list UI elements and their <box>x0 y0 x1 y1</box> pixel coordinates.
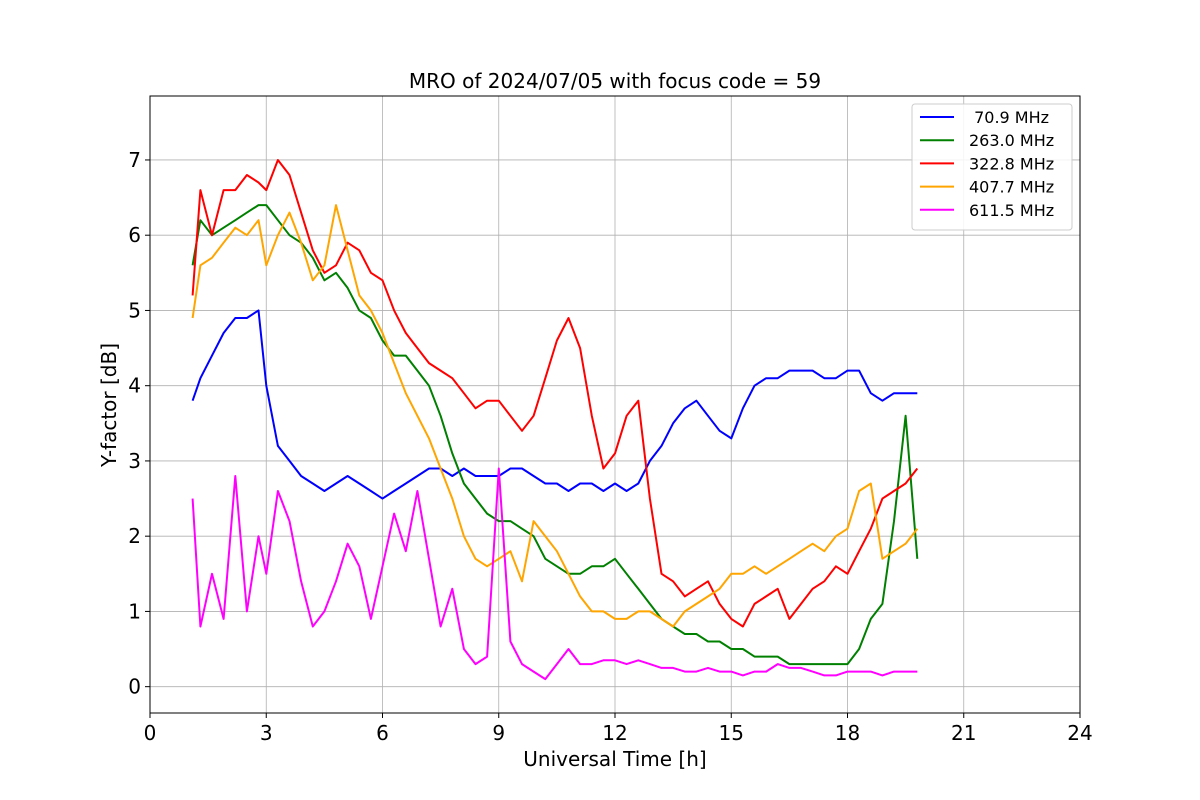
chart-title: MRO of 2024/07/05 with focus code = 59 <box>409 69 821 93</box>
plot-area <box>191 159 919 681</box>
x-tick-label: 6 <box>376 721 389 745</box>
legend: 70.9 MHz 263.0 MHz 322.8 MHz 407.7 MHz 611.5… <box>911 103 1073 231</box>
legend-entry-label: 263.0 MHz <box>969 131 1054 150</box>
x-axis-label: Universal Time [h] <box>523 747 706 771</box>
x-tick-label: 0 <box>144 721 157 745</box>
x-tick-label: 18 <box>835 721 860 745</box>
x-tick-label: 24 <box>1067 721 1092 745</box>
legend-entry-label: 611.5 MHz <box>969 201 1054 220</box>
x-tick-label: 12 <box>602 721 627 745</box>
series-group <box>191 159 919 681</box>
x-tick-label: 9 <box>492 721 505 745</box>
legend-entry-label: 322.8 MHz <box>969 154 1054 173</box>
x-tick-label: 15 <box>719 721 744 745</box>
series-line-5 <box>191 467 918 681</box>
series-line-4 <box>191 204 919 628</box>
y-axis-label: Y-factor [dB] <box>97 343 121 468</box>
y-tick-label: 0 <box>128 675 141 699</box>
series-line-2 <box>191 204 919 666</box>
series-line-3 <box>191 159 919 628</box>
x-tick-label: 3 <box>260 721 273 745</box>
y-tick-label: 6 <box>128 223 141 247</box>
y-axis-ticks: 0 1 2 3 4 5 6 7 <box>128 148 150 699</box>
legend-entry-label: 407.7 MHz <box>969 178 1054 197</box>
y-tick-label: 1 <box>128 599 141 623</box>
y-tick-label: 3 <box>128 449 141 473</box>
y-tick-label: 2 <box>128 524 141 548</box>
x-axis-ticks: 0 3 6 9 12 15 18 21 24 <box>144 713 1093 745</box>
series-line-1 <box>191 309 918 500</box>
y-tick-label: 7 <box>128 148 141 172</box>
x-tick-label: 21 <box>951 721 976 745</box>
legend-box <box>911 103 1073 231</box>
y-tick-label: 4 <box>128 374 141 398</box>
y-tick-label: 5 <box>128 298 141 322</box>
legend-entry-label: 70.9 MHz <box>969 108 1049 127</box>
